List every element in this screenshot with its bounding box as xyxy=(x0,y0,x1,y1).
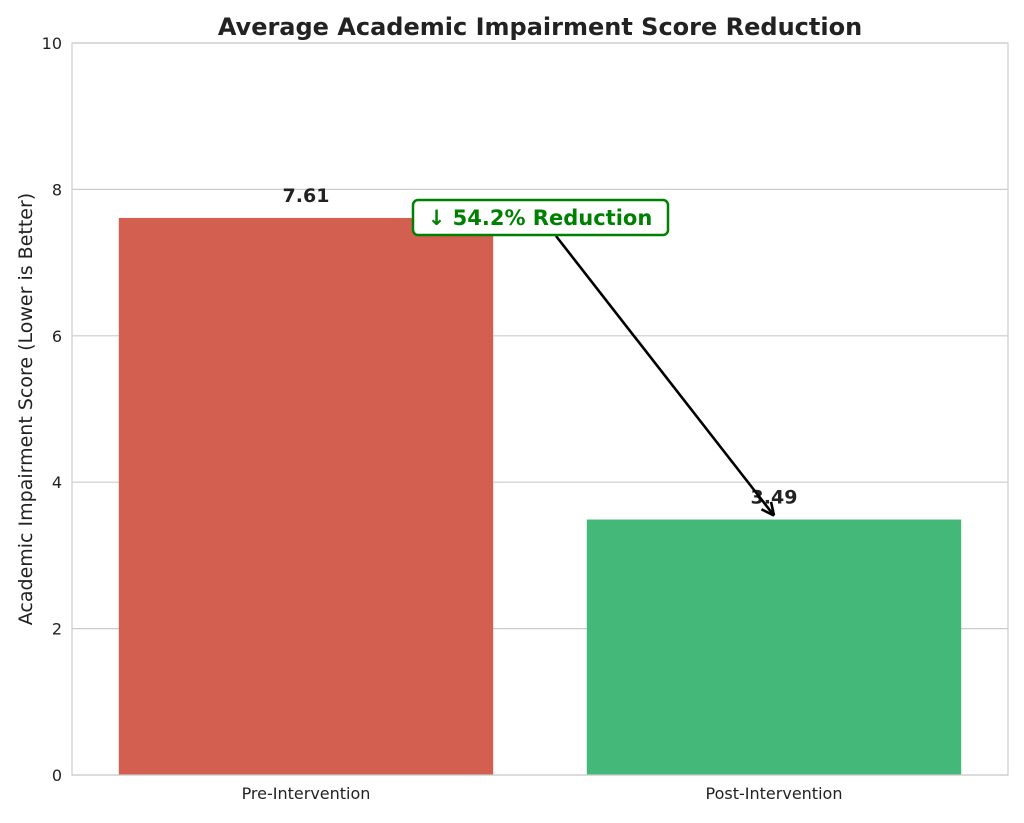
plot-frame xyxy=(71,42,1009,776)
y-axis-label: Academic Impairment Score (Lower is Bett… xyxy=(15,193,37,625)
x-tick-label: Post-Intervention xyxy=(706,784,843,803)
arrow-head-icon xyxy=(760,508,775,517)
chart-title: Average Academic Impairment Score Reduct… xyxy=(218,13,862,41)
y-tick-label: 6 xyxy=(52,327,62,346)
y-tick-label: 0 xyxy=(52,766,62,785)
annotation-arrow xyxy=(554,235,776,517)
x-tick-label: Pre-Intervention xyxy=(242,784,371,803)
data-label: 7.61 xyxy=(283,185,330,207)
y-tick-label: 2 xyxy=(52,620,62,639)
annotation-text: ↓ 54.2% Reduction xyxy=(428,206,653,230)
y-tick-label: 8 xyxy=(52,180,62,199)
bar-post-intervention xyxy=(586,519,962,775)
y-tick-label: 4 xyxy=(52,473,62,492)
arrow-head-icon xyxy=(769,501,776,516)
data-label: 3.49 xyxy=(751,487,798,509)
annotation-box xyxy=(411,198,670,237)
bar-pre-intervention xyxy=(118,217,494,775)
y-tick-label: 10 xyxy=(42,34,62,53)
